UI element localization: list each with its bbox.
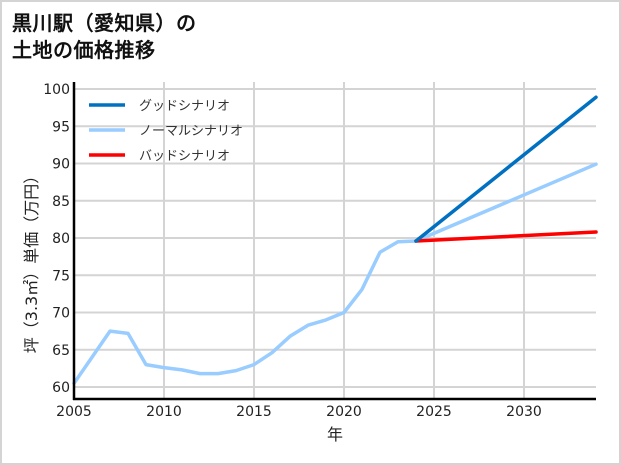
legend-label: グッドシナリオ [139, 99, 230, 114]
legend-label: ノーマルシナリオ [139, 124, 243, 139]
legend-label: バッドシナリオ [139, 149, 230, 164]
series-line-2 [414, 230, 598, 243]
x-tick-label: 2015 [236, 404, 272, 420]
y-tick-label: 65 [52, 343, 70, 359]
series-line-1 [72, 162, 598, 386]
y-tick-label: 80 [52, 231, 70, 247]
series-line-0 [414, 95, 598, 243]
x-tick-label: 2020 [326, 404, 362, 420]
chart-title-line1: 黒川駅（愛知県）の [12, 11, 197, 35]
y-axis-label: 坪（3.3㎡）単価（万円） [22, 168, 41, 353]
axes [72, 82, 596, 401]
y-tick-label: 90 [52, 157, 70, 173]
chart-title-line2: 土地の価格推移 [12, 38, 156, 62]
x-tick-label: 2010 [146, 404, 182, 420]
y-tick-label: 75 [52, 268, 70, 284]
x-tick-label: 2030 [506, 404, 542, 420]
y-tick-label: 70 [52, 306, 70, 322]
series-lines [72, 95, 598, 386]
tick-labels: 60 65 70 75 80 85 90 95 100 2005 2010 2015 2020 2025 2… [43, 82, 542, 420]
x-axis-label: 年 [327, 425, 343, 444]
grid-lines [74, 82, 596, 399]
y-tick-label: 85 [52, 194, 70, 210]
chart-title: 黒川駅（愛知県）の 土地の価格推移 [12, 10, 197, 64]
y-tick-label: 100 [43, 82, 70, 98]
x-tick-label: 2025 [416, 404, 452, 420]
y-tick-label: 60 [52, 380, 70, 396]
x-tick-label: 2005 [56, 404, 92, 420]
y-tick-label: 95 [52, 119, 70, 135]
